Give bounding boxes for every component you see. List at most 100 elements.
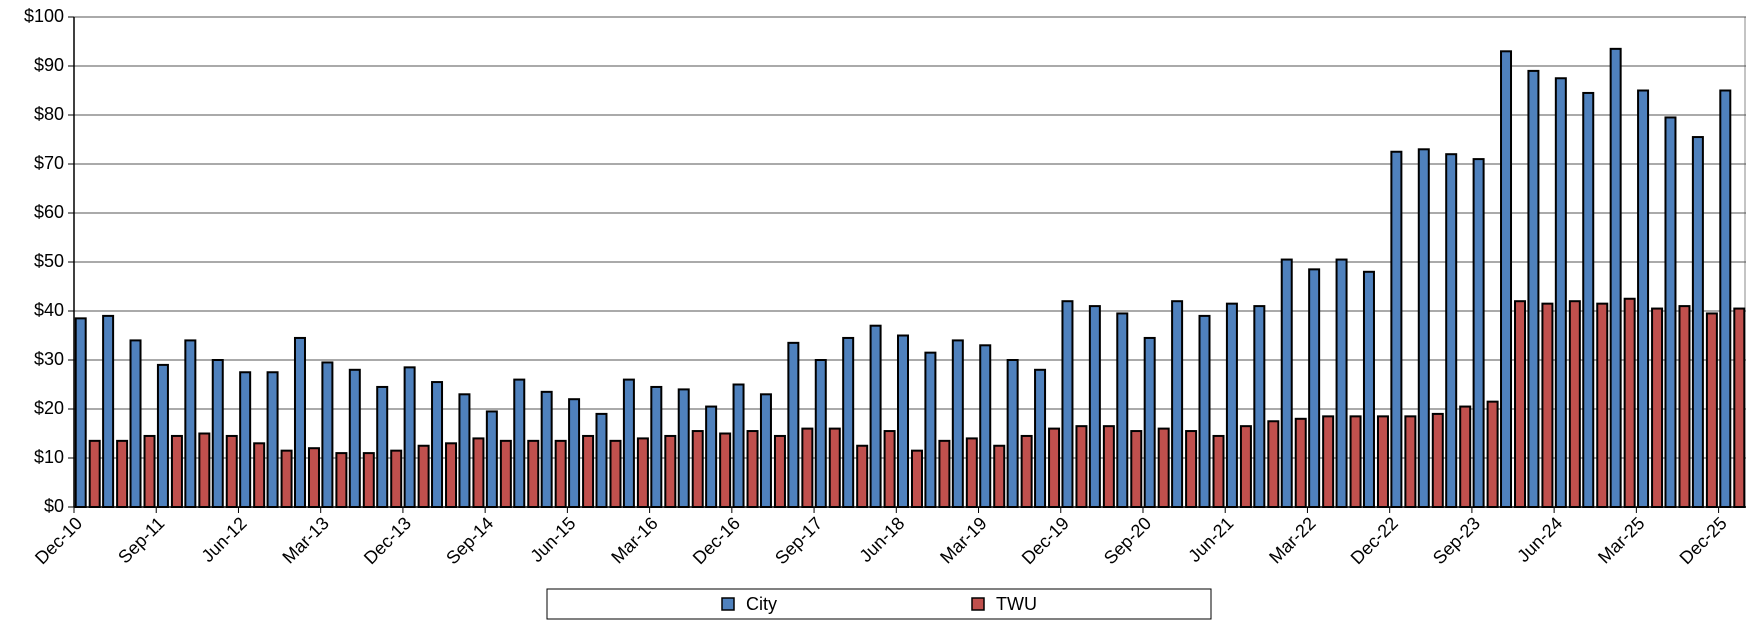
bar <box>609 439 622 509</box>
bar <box>458 393 471 508</box>
bar <box>1500 50 1513 509</box>
bar <box>1431 412 1444 508</box>
bar <box>74 317 87 508</box>
bar <box>897 334 909 508</box>
bar <box>924 351 937 508</box>
bar <box>1362 270 1375 508</box>
y-tick-label: $100 <box>24 6 64 26</box>
bar <box>1075 425 1088 508</box>
bar <box>1034 368 1047 508</box>
bar <box>1239 425 1252 508</box>
bar <box>773 434 786 509</box>
bar <box>883 430 896 508</box>
bar <box>801 427 814 509</box>
bar <box>431 381 444 508</box>
bar <box>211 359 224 508</box>
legend-swatch <box>971 597 985 611</box>
legend-box <box>546 588 1212 620</box>
bar <box>225 434 238 509</box>
bar <box>1527 69 1540 509</box>
bar <box>266 371 279 508</box>
bar <box>1486 400 1499 508</box>
x-tick-label: Mar-22 <box>1265 513 1319 567</box>
bar <box>1514 300 1527 509</box>
bar <box>828 427 841 509</box>
bar <box>1088 305 1101 508</box>
bar <box>595 412 608 508</box>
x-tick-label: Dec-25 <box>1676 513 1731 568</box>
bar <box>732 383 745 508</box>
bar <box>280 449 293 508</box>
bar <box>869 324 882 509</box>
bar <box>1651 307 1664 508</box>
bar <box>814 359 827 508</box>
y-tick-label: $20 <box>34 398 64 418</box>
y-tick-label: $80 <box>34 104 64 124</box>
bar <box>348 368 361 508</box>
bar <box>1349 415 1362 509</box>
bar <box>102 314 115 508</box>
x-tick-label: Mar-16 <box>607 513 661 567</box>
bar <box>390 449 403 508</box>
bar <box>1020 434 1033 509</box>
y-tick-label: $50 <box>34 251 64 271</box>
bar <box>1459 405 1472 508</box>
bar <box>417 444 430 508</box>
y-tick-label: $60 <box>34 202 64 222</box>
x-tick-label: Sep-14 <box>442 513 497 568</box>
bar <box>170 434 183 509</box>
bar <box>979 344 992 508</box>
bar <box>1376 415 1389 509</box>
y-tick-label: $40 <box>34 300 64 320</box>
bar <box>540 390 553 509</box>
bar <box>1308 268 1321 508</box>
bar <box>143 434 156 509</box>
x-tick-label: Dec-22 <box>1347 513 1402 568</box>
bar <box>1678 305 1691 508</box>
bar <box>622 378 635 509</box>
bar <box>1102 425 1115 508</box>
bar <box>1390 150 1403 508</box>
bar <box>253 442 266 508</box>
x-tick-label: Jun-12 <box>198 513 251 566</box>
x-tick-label: Jun-15 <box>526 513 579 566</box>
bar <box>1554 77 1567 508</box>
bar <box>1225 302 1238 508</box>
bar <box>1322 415 1335 509</box>
x-tick-label: Sep-17 <box>771 513 826 568</box>
bar <box>1006 359 1019 508</box>
y-tick-label: $30 <box>34 349 64 369</box>
bar <box>1472 158 1485 508</box>
bar <box>403 366 416 508</box>
bar <box>650 385 663 509</box>
bar <box>1445 153 1458 508</box>
bar <box>1637 89 1650 508</box>
bar <box>636 437 649 508</box>
bar <box>993 444 1006 508</box>
legend-swatch <box>721 597 735 611</box>
x-tick-label: Jun-18 <box>855 513 908 566</box>
bar <box>677 388 690 508</box>
bar <box>1116 312 1129 509</box>
bar <box>1198 314 1211 508</box>
bar <box>198 432 211 508</box>
x-tick-label: Jun-24 <box>1513 513 1566 566</box>
bar <box>664 434 677 509</box>
bar <box>307 447 320 509</box>
legend-label: City <box>746 594 777 614</box>
y-tick-label: $90 <box>34 55 64 75</box>
bar <box>719 432 732 508</box>
bar <box>1582 91 1595 508</box>
bar <box>321 361 334 509</box>
bar <box>513 378 526 509</box>
bar <box>842 336 855 509</box>
y-tick-label: $70 <box>34 153 64 173</box>
bar <box>1253 305 1266 508</box>
y-tick-label: $10 <box>34 447 64 467</box>
bar <box>362 452 375 509</box>
bar <box>1294 417 1307 508</box>
bar <box>582 434 595 509</box>
bar <box>1719 89 1732 508</box>
x-tick-label: Sep-20 <box>1100 513 1155 568</box>
